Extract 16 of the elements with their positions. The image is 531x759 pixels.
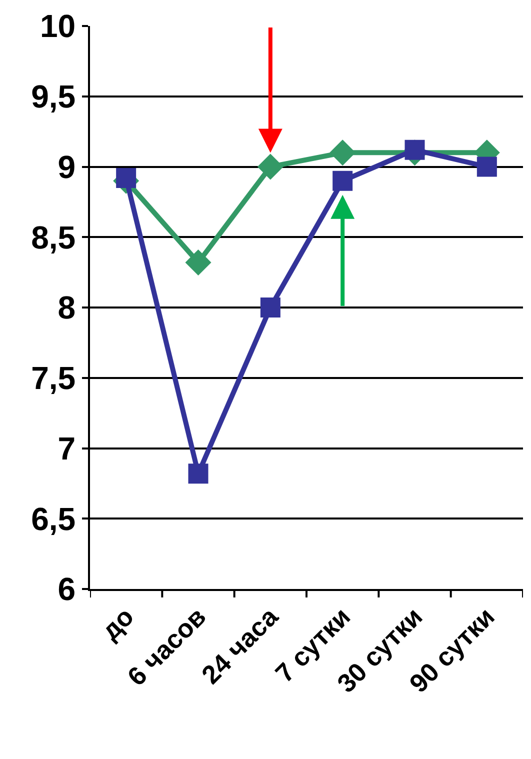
point bbox=[257, 154, 284, 180]
y-tick-label: 10 bbox=[40, 8, 76, 44]
y-tick-label: 8 bbox=[58, 290, 76, 326]
y-tick-label: 7 bbox=[58, 430, 76, 466]
point bbox=[332, 170, 353, 191]
y-tick-label: 9 bbox=[58, 148, 76, 185]
y-tick-label: 7,5 bbox=[31, 360, 76, 396]
point bbox=[188, 464, 208, 484]
y-tick-label: 9,5 bbox=[31, 78, 76, 115]
point bbox=[260, 298, 280, 318]
y-tick-label: 6,5 bbox=[31, 500, 76, 537]
y-tick-label: 6 bbox=[58, 571, 76, 608]
point bbox=[185, 249, 212, 276]
point bbox=[476, 156, 497, 177]
x-tick-label: до bbox=[95, 601, 140, 646]
y-tick-label: 8,5 bbox=[31, 219, 76, 256]
